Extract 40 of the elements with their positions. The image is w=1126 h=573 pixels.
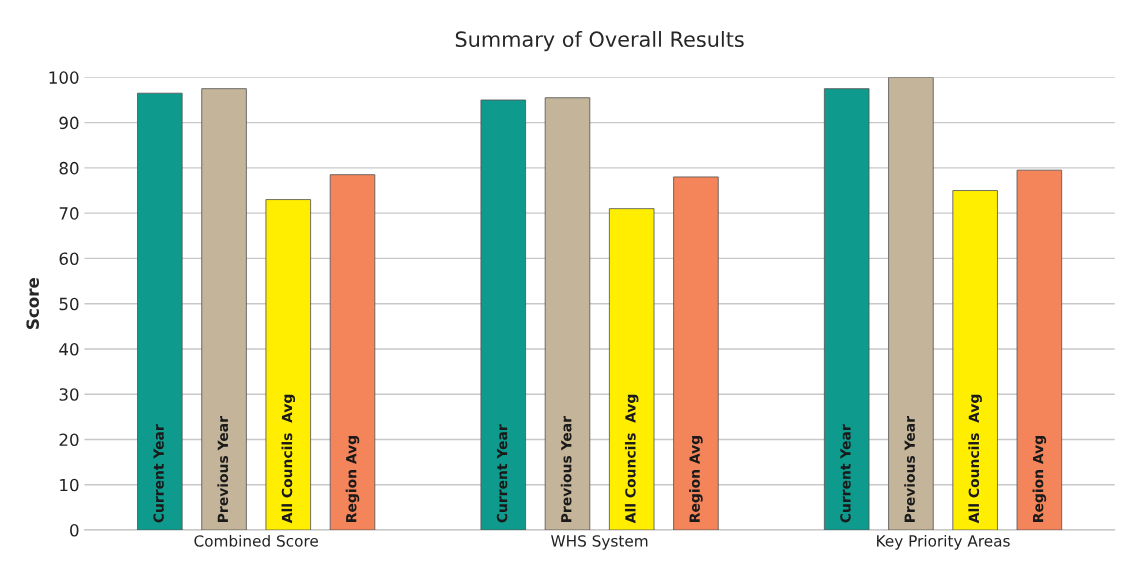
- series-label: Region Avg: [345, 436, 360, 522]
- text: Region Avg: [689, 436, 703, 522]
- x-tick-label: WHS System: [551, 535, 648, 550]
- y-tick-label: 100: [49, 71, 79, 84]
- bar: [673, 176, 719, 531]
- y-tick-label: 80: [59, 161, 79, 175]
- y-tick-label: 20: [59, 433, 79, 447]
- text: Current Year: [496, 424, 508, 523]
- series-label: Previous Year: [217, 416, 229, 522]
- y-tick-label: 70: [59, 207, 79, 220]
- bar: [1016, 169, 1063, 531]
- text: All Councils Avg: [968, 394, 982, 524]
- bar: [823, 88, 870, 531]
- series-label: All Councils Avg: [281, 394, 296, 524]
- y-tick-label: 10: [60, 478, 79, 492]
- bar: [544, 97, 591, 531]
- text: Current Year: [840, 424, 851, 523]
- bar: [888, 77, 934, 531]
- x-tick-label: Key Priority Areas: [877, 534, 1010, 550]
- y-tick-label: 50: [59, 297, 79, 311]
- y-axis-title: Score: [26, 278, 39, 329]
- bar: [329, 174, 376, 531]
- y-tick-label: 60: [59, 252, 79, 265]
- chart-title: Summary of Overall Results: [455, 30, 744, 52]
- x-tick-label: Combined Score: [194, 534, 318, 547]
- bar: [265, 199, 312, 531]
- y-tick-label: 30: [59, 388, 79, 401]
- series-label: Current Year: [153, 424, 164, 523]
- y-tick-label: 40: [59, 342, 79, 356]
- text: Previous Year: [560, 416, 572, 522]
- y-tick-label: 0: [70, 523, 79, 537]
- y-tick-label: 90: [59, 116, 79, 130]
- bar: [952, 190, 998, 531]
- bar: [480, 99, 527, 531]
- text: All Councils Avg: [624, 394, 639, 524]
- bar: [201, 88, 247, 531]
- text: Previous Year: [904, 416, 915, 522]
- text: Region Avg: [1032, 436, 1047, 522]
- bar: [608, 208, 655, 531]
- bar: [137, 92, 183, 531]
